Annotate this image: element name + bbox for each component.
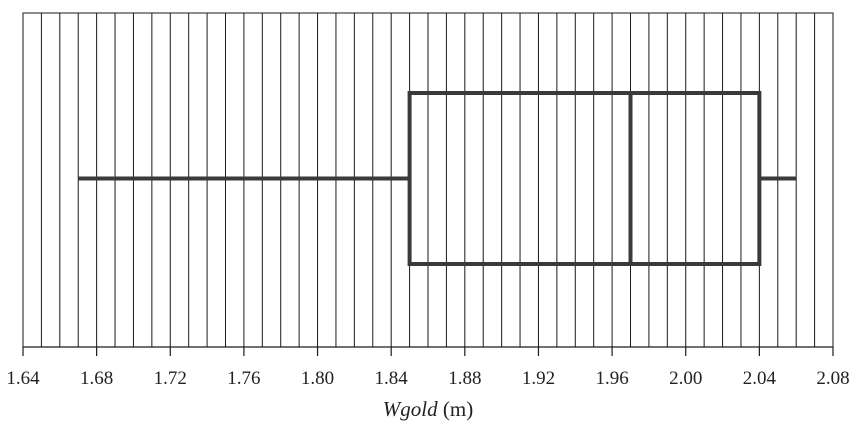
x-tick-label: 1.68 [80,368,113,389]
x-axis-label-variable: Wgold [383,397,438,421]
x-tick-label: 2.00 [669,368,702,389]
x-tick-label: 2.08 [816,368,849,389]
x-tick-label: 2.04 [743,368,777,389]
x-tick-label: 1.96 [595,368,628,389]
x-tick-label: 1.80 [301,368,334,389]
x-tick-label: 1.76 [227,368,260,389]
x-axis-label: Wgold (m) [383,397,473,421]
x-tick-label: 1.72 [154,368,187,389]
x-axis-label-unit: (m) [438,397,474,421]
x-tick-label: 1.92 [522,368,555,389]
x-tick-label: 1.64 [6,368,40,389]
x-tick-label: 1.84 [375,368,409,389]
x-tick-label: 1.88 [448,368,481,389]
x-axis-ticks: 1.64 1.68 1.72 1.76 1.80 1.84 1.88 1.92 1.96 2.00… [6,347,850,389]
iqr-box [407,91,762,266]
box-plot [78,91,797,266]
